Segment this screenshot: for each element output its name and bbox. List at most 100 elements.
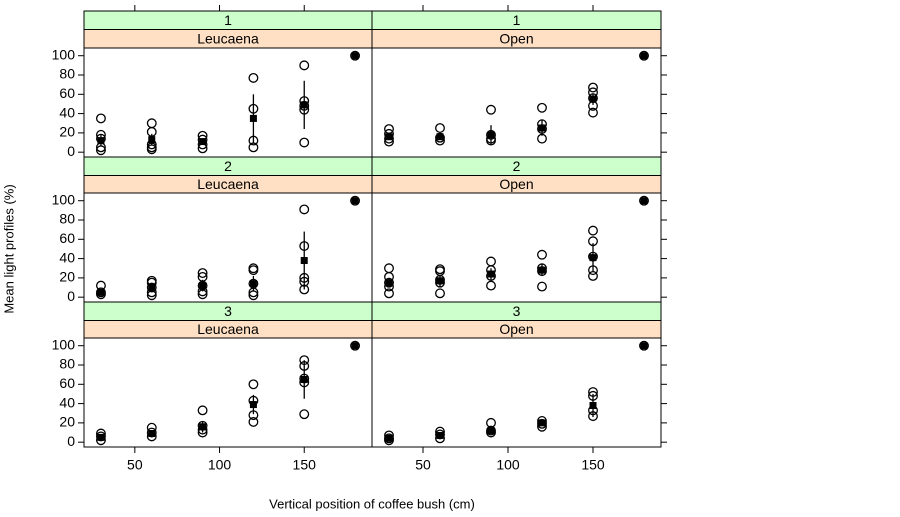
point	[197, 268, 208, 279]
strip-level-label: 2	[513, 158, 521, 174]
mean-marker	[640, 52, 648, 60]
strip-treatment-label: Leucaena	[197, 176, 259, 192]
mean-marker	[385, 279, 393, 287]
point	[384, 288, 394, 299]
y-tick-label: 80	[59, 66, 75, 82]
mean-marker	[640, 342, 648, 350]
point	[299, 204, 310, 215]
point	[588, 225, 598, 236]
mean-marker	[487, 270, 495, 278]
x-axis-label: Vertical position of coffee bush (cm)	[269, 496, 475, 511]
mean-marker	[300, 375, 308, 383]
y-tick-label: 60	[59, 230, 75, 246]
y-tick-label: 60	[59, 85, 75, 101]
point	[299, 60, 310, 71]
point	[435, 123, 445, 134]
strip-level-label: 2	[224, 158, 232, 174]
point	[639, 195, 649, 206]
point	[350, 340, 361, 351]
point	[248, 72, 259, 83]
point	[537, 249, 547, 260]
y-tick-label: 100	[52, 336, 76, 352]
mean-marker	[300, 101, 308, 109]
point	[537, 102, 547, 113]
y-tick-label: 60	[59, 375, 75, 391]
mean-marker	[351, 342, 359, 350]
y-tick-label: 40	[59, 394, 75, 410]
y-tick-label: 20	[59, 414, 75, 430]
point	[248, 379, 259, 390]
strip-level-label: 3	[513, 303, 521, 319]
point	[146, 118, 157, 129]
mean-marker	[589, 254, 597, 262]
panel-frame	[371, 47, 662, 158]
x-tick-label: 50	[415, 457, 431, 473]
point	[146, 282, 157, 293]
point	[537, 281, 547, 292]
mean-marker	[385, 434, 393, 442]
strip-treatment-label: Leucaena	[197, 321, 259, 337]
y-tick-label: 80	[59, 356, 75, 372]
point	[588, 107, 598, 118]
mean-marker	[436, 277, 444, 285]
point	[639, 50, 649, 61]
mean-marker	[640, 197, 648, 205]
mean-marker	[436, 133, 444, 141]
y-axis-label: Mean light profiles (%)	[1, 184, 16, 313]
point	[197, 405, 208, 416]
point	[435, 288, 445, 299]
panel-frame	[83, 337, 373, 448]
x-tick-label: 100	[208, 457, 232, 473]
point	[486, 104, 496, 115]
mean-marker	[538, 124, 546, 132]
mean-marker	[249, 114, 257, 122]
point	[95, 113, 106, 124]
mean-marker	[249, 280, 257, 288]
mean-marker	[199, 423, 207, 431]
x-tick-label: 150	[581, 457, 605, 473]
mean-marker	[148, 429, 156, 437]
strip-treatment-label: Leucaena	[197, 30, 259, 46]
point	[588, 271, 598, 281]
mean-marker	[351, 52, 359, 60]
y-tick-label: 0	[67, 143, 75, 159]
mean-marker	[97, 137, 105, 145]
mean-marker	[199, 138, 207, 146]
mean-marker	[199, 282, 207, 290]
point	[588, 82, 598, 93]
mean-marker	[436, 431, 444, 439]
y-tick-label: 20	[59, 124, 75, 140]
point	[299, 137, 310, 148]
mean-marker	[148, 284, 156, 292]
mean-marker	[487, 427, 495, 435]
point	[248, 142, 259, 153]
mean-marker	[538, 419, 546, 427]
point	[350, 195, 361, 206]
y-tick-label: 40	[59, 249, 75, 265]
point	[248, 416, 259, 427]
panel-frame	[371, 337, 662, 448]
y-tick-label: 100	[52, 191, 76, 207]
mean-marker	[589, 402, 597, 410]
y-tick-label: 100	[52, 46, 76, 62]
y-tick-label: 0	[67, 288, 75, 304]
mean-marker	[249, 401, 257, 409]
mean-marker	[97, 433, 105, 441]
mean-marker	[148, 136, 156, 144]
mean-marker	[538, 266, 546, 274]
y-tick-label: 0	[67, 433, 75, 449]
mean-marker	[487, 131, 495, 139]
mean-marker	[300, 257, 308, 265]
y-tick-label: 80	[59, 211, 75, 227]
strip-level-label: 3	[224, 303, 232, 319]
y-tick-label: 20	[59, 269, 75, 285]
strip-treatment-label: Open	[499, 321, 533, 337]
point	[486, 280, 496, 291]
point	[639, 340, 649, 351]
strip-treatment-label: Open	[499, 176, 533, 192]
point	[486, 256, 496, 267]
mean-marker	[351, 197, 359, 205]
mean-marker	[97, 288, 105, 296]
strip-level-label: 1	[224, 12, 232, 28]
